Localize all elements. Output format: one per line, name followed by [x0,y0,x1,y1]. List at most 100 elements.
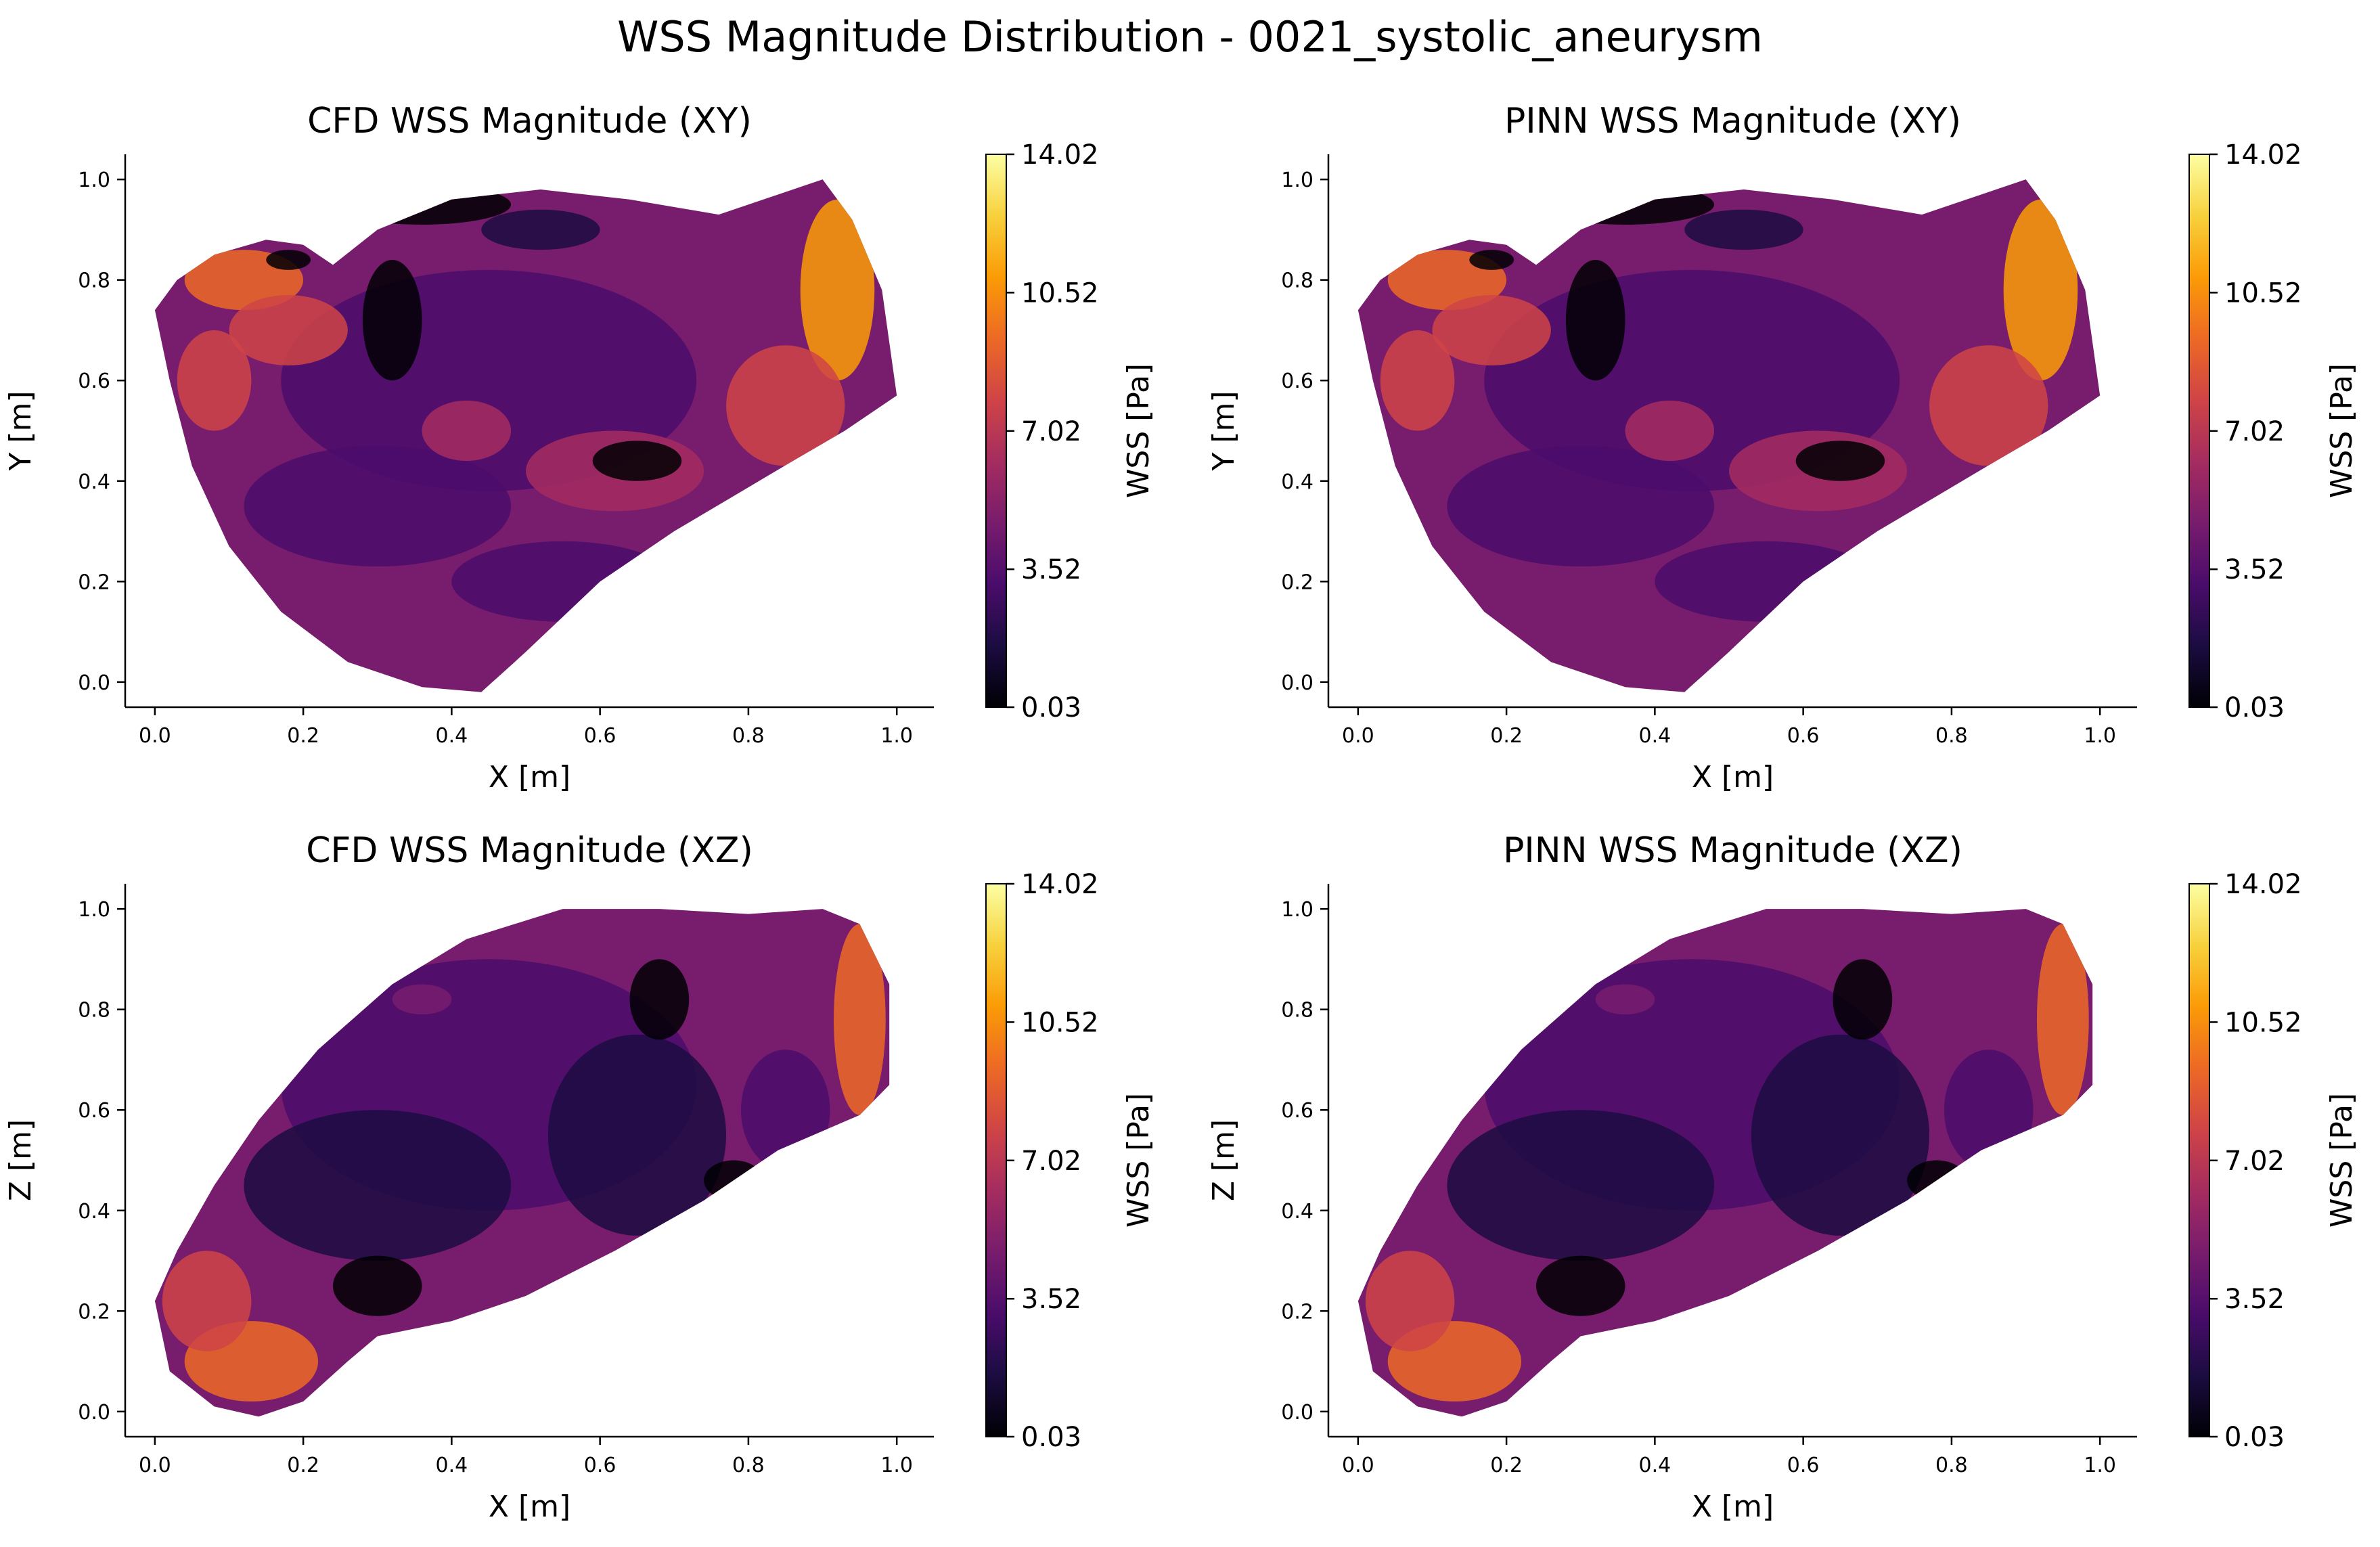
colorbar-tick-label: 10.52 [2224,277,2302,309]
wss-region [704,1160,763,1201]
colorbar-label: WSS [Pa] [1121,1093,1156,1228]
x-tick-label: 0.4 [1639,1454,1671,1477]
colorbar-label: WSS [Pa] [2325,363,2359,498]
subplot-title: CFD WSS Magnitude (XY) [307,101,752,141]
y-axis-label: Y [m] [1207,390,1241,471]
colorbar-tick-label: 0.03 [2224,692,2285,723]
wss-region [1565,259,1625,381]
colorbar-tick-label: 14.02 [2224,139,2302,171]
x-tick-label: 0.8 [1935,724,1968,748]
wss-region [629,959,690,1040]
x-tick-label: 0.8 [732,1454,765,1477]
wss-region [1469,250,1514,270]
x-tick-label: 0.8 [732,724,765,748]
wss-region [800,199,875,381]
y-tick-label: 0.8 [78,999,110,1023]
colorbar-tick-label: 0.03 [1021,1422,1081,1453]
wss-region [1535,184,1715,225]
subplot-title: PINN WSS Magnitude (XZ) [1503,830,1962,871]
y-tick-label: 0.6 [78,369,110,393]
wss-scatter-field [162,924,886,1402]
y-tick-label: 0.0 [78,671,110,695]
wss-region [1751,1034,1930,1236]
wss-region [1907,1160,1967,1201]
x-axis-label: X [m] [1692,1489,1774,1524]
y-tick-label: 0.6 [78,1099,110,1123]
wss-region [429,1261,504,1311]
colorbar-tick-label: 10.52 [1021,277,1099,309]
wss-region [1580,652,1730,682]
subplot-2: PINN WSS Magnitude (XY) 0.0 0.2 0.4 0.6 0.8 1.… [1207,101,2359,794]
wss-region [377,652,526,682]
wss-region [1447,445,1715,567]
wss-region [266,250,311,270]
subplot-4: PINN WSS Magnitude (XZ) 0.0 0.2 0.4 0.6 0.8 1.… [1207,830,2359,1524]
figure-title: WSS Magnitude Distribution - 0021_systol… [617,12,1763,62]
y-tick-label: 0.4 [1281,470,1314,494]
wss-region [1447,1110,1715,1261]
x-tick-label: 0.6 [1787,724,1820,748]
x-axis-label: X [m] [489,1489,570,1524]
colorbar-tick-label: 7.02 [2224,1146,2285,1177]
x-tick-label: 1.0 [2084,1454,2116,1477]
wss-region [726,345,845,466]
colorbar-tick-label: 0.03 [1021,692,1081,723]
x-tick-label: 1.0 [2084,724,2116,748]
wss-region [1432,294,1551,365]
wss-region [1365,1251,1455,1351]
wss-region [244,1110,512,1261]
colorbar-tick-label: 10.52 [2224,1007,2302,1038]
y-tick-label: 1.0 [78,898,110,922]
wss-region [592,441,682,481]
colorbar [985,883,1007,1437]
x-axis-label: X [m] [489,760,570,794]
y-tick-label: 0.2 [1281,1300,1314,1324]
x-tick-label: 0.2 [1490,724,1523,748]
subplot-1: CFD WSS Magnitude (XY) 0.0 0.2 0.4 0.6 0.8 1.0… [3,101,1156,794]
wss-region [392,984,452,1015]
wss-scatter-field [177,184,875,682]
wss-region [451,541,675,622]
wss-region [162,1251,252,1351]
x-tick-label: 0.2 [287,724,319,748]
x-tick-label: 0.0 [139,724,171,748]
wss-region [422,400,512,462]
wss-region [1833,959,1893,1040]
y-tick-label: 0.4 [78,1200,110,1224]
colorbar-tick-label: 3.52 [2224,554,2285,585]
subplot-3: CFD WSS Magnitude (XZ) 0.0 0.2 0.4 0.6 0.8 1.0… [3,830,1156,1524]
wss-region [2036,924,2089,1115]
colorbar-tick-label: 7.02 [1021,1146,1081,1177]
colorbar-tick-label: 7.02 [2224,416,2285,447]
wss-region [1929,345,2048,466]
y-tick-label: 0.2 [78,1300,110,1324]
x-tick-label: 0.4 [436,1454,468,1477]
x-tick-label: 0.8 [1935,1454,1968,1477]
y-tick-label: 1.0 [1281,169,1314,192]
x-tick-label: 1.0 [880,1454,913,1477]
wss-region [362,259,422,381]
y-tick-label: 0.4 [1281,1200,1314,1224]
y-tick-label: 0.8 [1281,999,1314,1023]
wss-region [1795,441,1885,481]
colorbar [2188,883,2210,1437]
x-tick-label: 1.0 [880,724,913,748]
wss-region [547,1034,727,1236]
y-tick-label: 0.0 [78,1401,110,1425]
y-tick-label: 0.0 [1281,671,1314,695]
wss-region [1655,541,1878,622]
x-tick-label: 0.6 [1787,1454,1820,1477]
y-tick-label: 0.4 [78,470,110,494]
wss-region [332,1255,422,1316]
subplot-title: PINN WSS Magnitude (XY) [1504,101,1961,141]
x-tick-label: 0.0 [1342,724,1374,748]
subplot-title: CFD WSS Magnitude (XZ) [306,830,753,871]
wss-region [1684,209,1803,250]
colorbar-tick-label: 14.02 [2224,869,2302,900]
x-tick-label: 0.2 [1490,1454,1523,1477]
y-tick-label: 0.0 [1281,1401,1314,1425]
x-tick-label: 0.0 [139,1454,171,1477]
x-tick-label: 0.6 [584,1454,616,1477]
colorbar-tick-label: 3.52 [2224,1284,2285,1315]
wss-region [2003,199,2078,381]
